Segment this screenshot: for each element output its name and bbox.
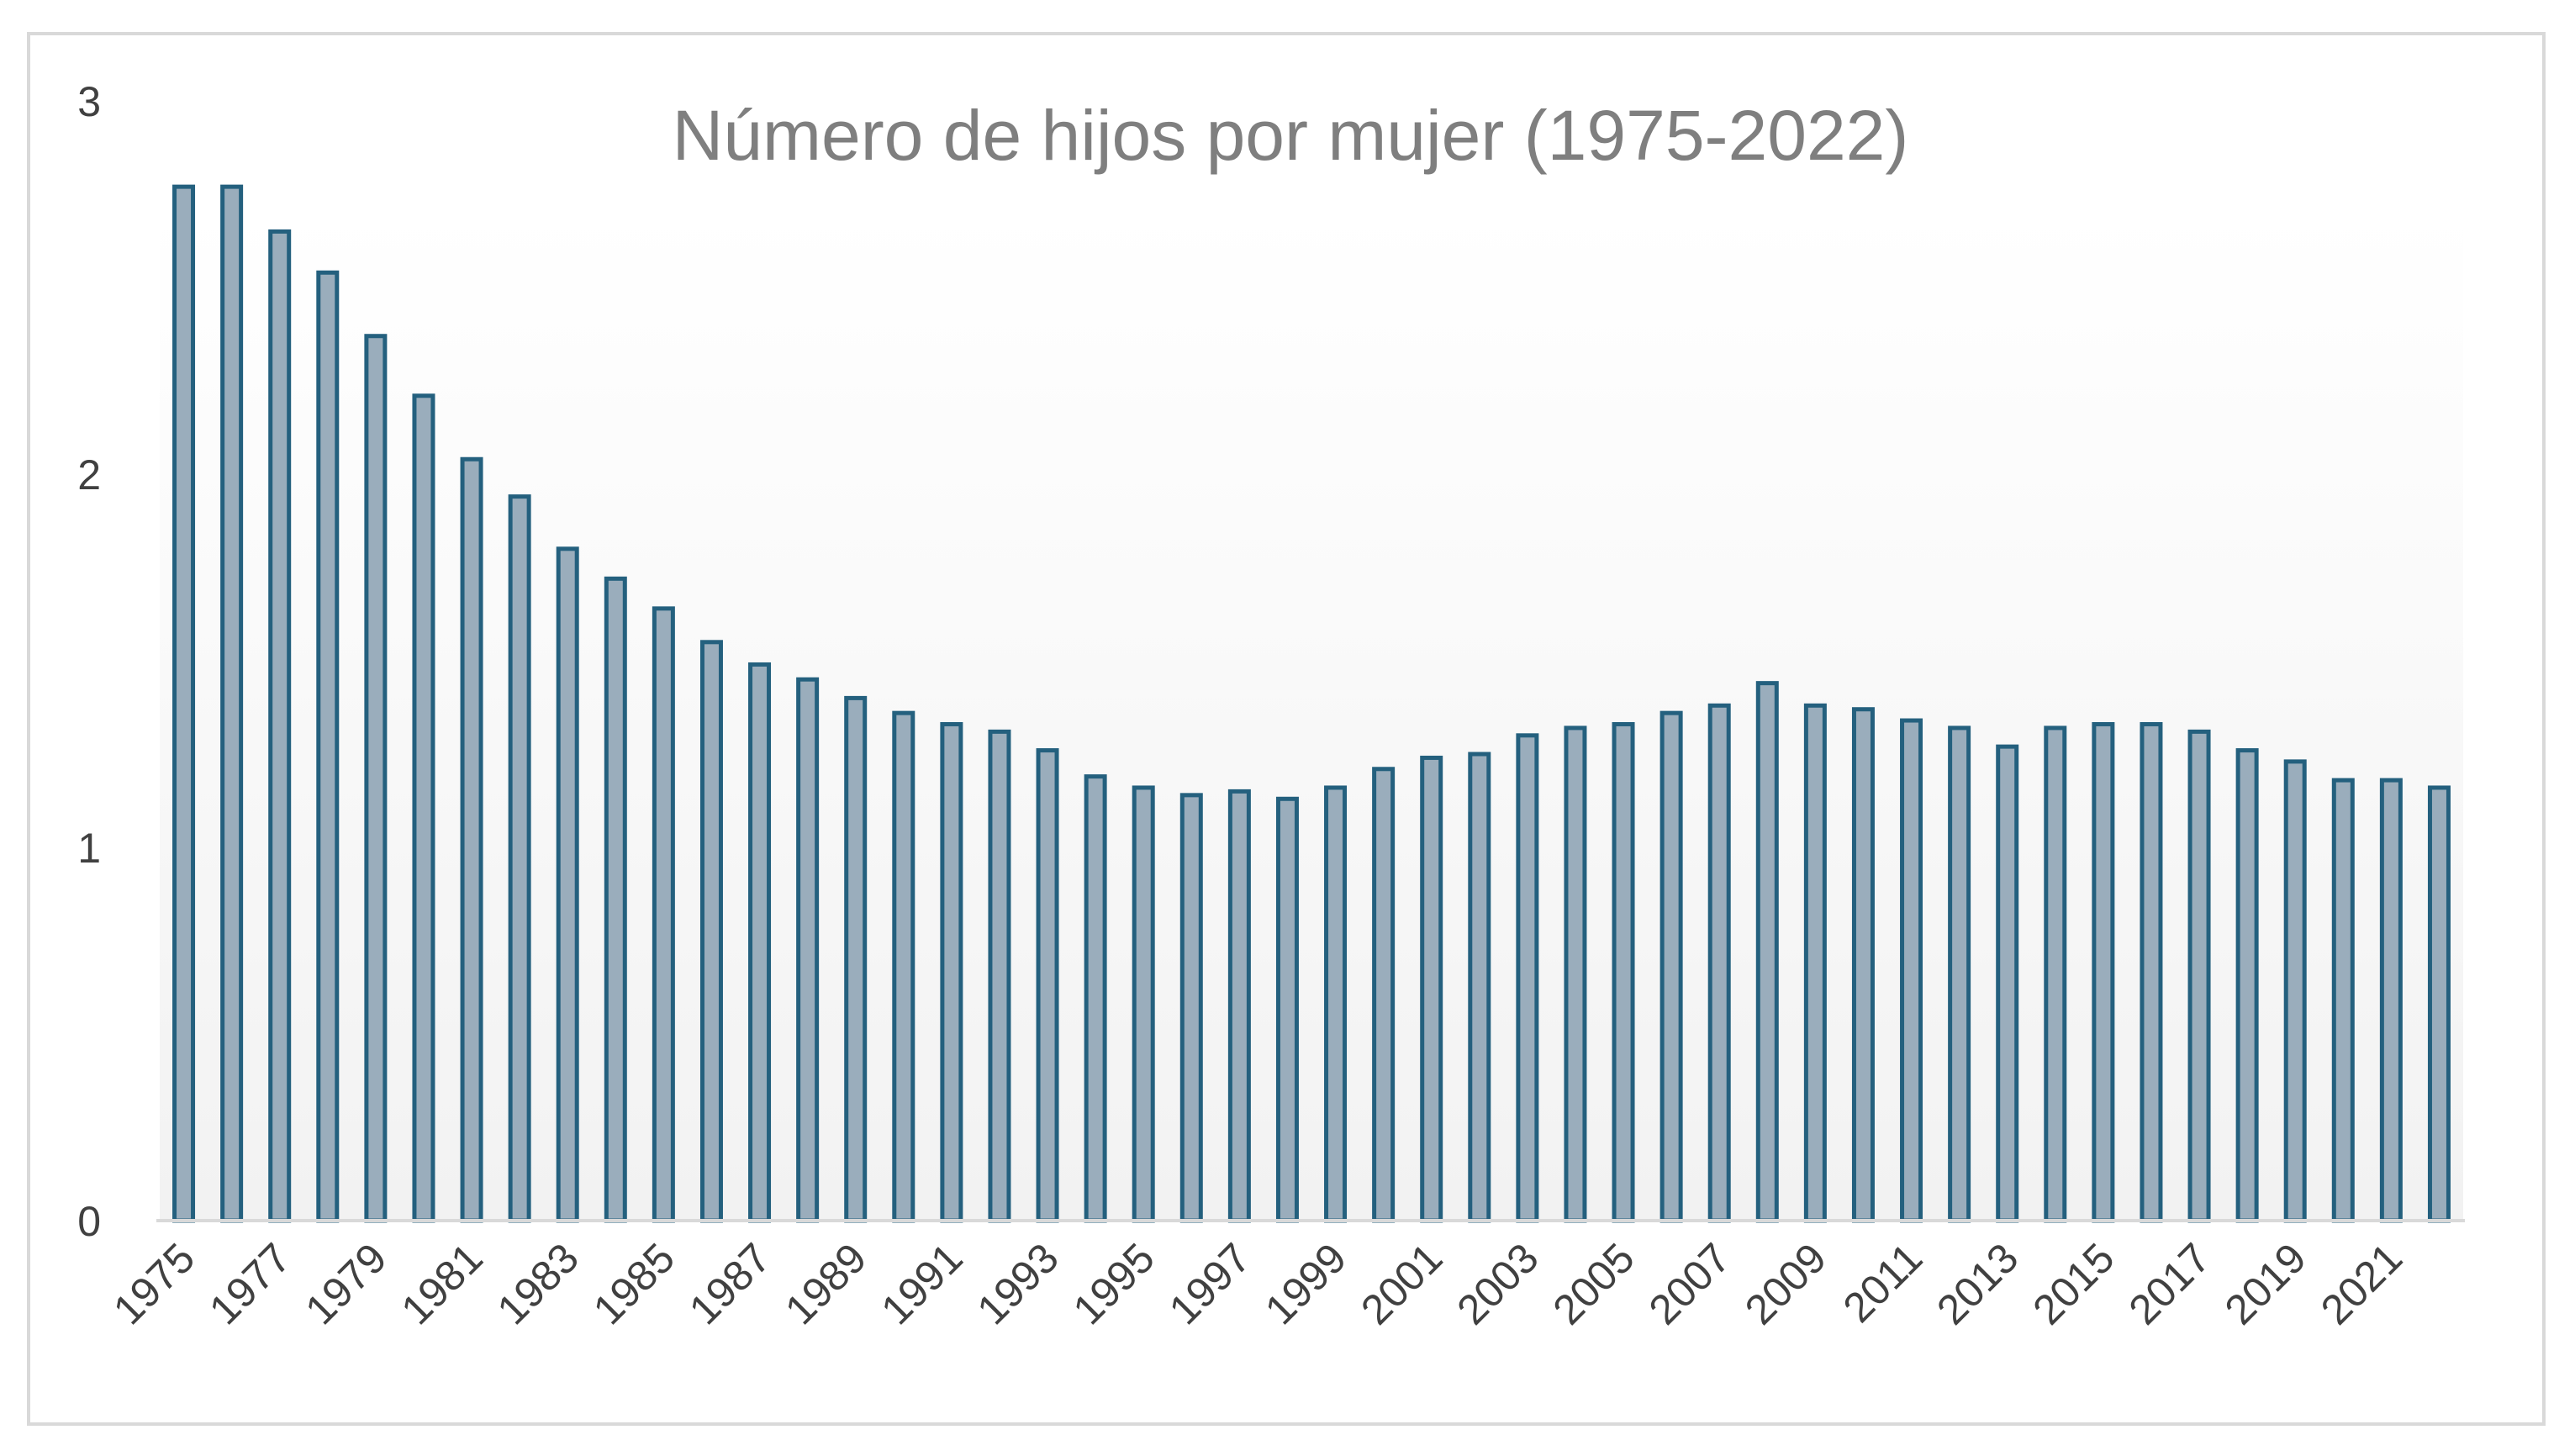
bar-1986 bbox=[699, 640, 723, 1223]
bar-1991 bbox=[940, 721, 963, 1223]
x-tick-label: 2011 bbox=[1834, 1234, 1932, 1332]
x-tick-label: 1997 bbox=[1160, 1234, 1259, 1333]
bar-1992 bbox=[988, 729, 1011, 1223]
bar-2014 bbox=[2044, 725, 2067, 1223]
bar-2018 bbox=[2235, 748, 2259, 1223]
bar-1984 bbox=[604, 576, 627, 1223]
x-tick-label: 2013 bbox=[1928, 1234, 2027, 1333]
plot-area bbox=[160, 210, 2463, 1221]
x-tick-label: 1975 bbox=[104, 1234, 203, 1333]
bar-1999 bbox=[1324, 785, 1348, 1223]
x-tick-label: 1995 bbox=[1064, 1234, 1163, 1333]
bar-2015 bbox=[2092, 721, 2115, 1223]
bar-2020 bbox=[2331, 778, 2355, 1223]
x-tick-label: 2009 bbox=[1736, 1234, 1835, 1333]
bar-2010 bbox=[1851, 707, 1875, 1223]
bar-1997 bbox=[1227, 789, 1251, 1223]
bar-2008 bbox=[1755, 681, 1779, 1223]
x-tick-label: 2017 bbox=[2120, 1234, 2219, 1333]
y-tick-label: 0 bbox=[77, 1198, 101, 1245]
x-tick-label: 2019 bbox=[2216, 1234, 2315, 1333]
bar-2005 bbox=[1612, 721, 1635, 1223]
bar-1987 bbox=[748, 662, 772, 1223]
bar-1993 bbox=[1036, 748, 1059, 1223]
x-tick-label: 2005 bbox=[1544, 1234, 1644, 1333]
bar-2002 bbox=[1468, 752, 1491, 1223]
bar-1980 bbox=[412, 393, 435, 1223]
bar-2021 bbox=[2379, 778, 2403, 1223]
bar-2016 bbox=[2140, 721, 2163, 1223]
y-tick-label: 1 bbox=[77, 825, 101, 872]
bar-2022 bbox=[2427, 785, 2451, 1223]
bar-2000 bbox=[1372, 767, 1396, 1223]
bar-2019 bbox=[2283, 759, 2307, 1223]
x-tick-label: 1993 bbox=[968, 1234, 1068, 1333]
bar-1975 bbox=[172, 184, 196, 1223]
bar-1988 bbox=[796, 677, 820, 1223]
x-tick-label: 2007 bbox=[1640, 1234, 1739, 1333]
bar-1989 bbox=[844, 695, 868, 1223]
x-tick-label: 1985 bbox=[584, 1234, 683, 1333]
x-tick-label: 1991 bbox=[872, 1234, 971, 1333]
x-tick-label: 2003 bbox=[1448, 1234, 1547, 1333]
bar-1978 bbox=[316, 270, 340, 1223]
bar-2004 bbox=[1564, 725, 1587, 1223]
x-tick-label: 1977 bbox=[200, 1234, 299, 1333]
bar-2007 bbox=[1707, 703, 1731, 1223]
chart-title: Número de hijos por mujer (1975-2022) bbox=[673, 96, 1909, 175]
bar-1977 bbox=[268, 229, 292, 1223]
x-tick-label: 1989 bbox=[776, 1234, 875, 1333]
bar-2011 bbox=[1900, 718, 1923, 1223]
bar-1983 bbox=[556, 546, 579, 1223]
bar-2017 bbox=[2187, 729, 2211, 1223]
x-axis-ticks: 1975197719791981198319851987198919911993… bbox=[104, 1234, 2411, 1333]
y-tick-label: 2 bbox=[77, 451, 101, 499]
x-tick-label: 2015 bbox=[2024, 1234, 2123, 1333]
y-axis-ticks: 0 1 2 3 bbox=[77, 78, 101, 1245]
bar-1985 bbox=[652, 606, 675, 1223]
bar-1996 bbox=[1179, 793, 1203, 1223]
bar-2013 bbox=[1996, 744, 2019, 1223]
x-tick-label: 2001 bbox=[1352, 1234, 1451, 1333]
x-tick-label: 1981 bbox=[393, 1234, 492, 1333]
bar-1998 bbox=[1275, 796, 1299, 1223]
bar-2003 bbox=[1516, 733, 1539, 1223]
x-tick-label: 2021 bbox=[2312, 1234, 2411, 1333]
bars-group bbox=[172, 184, 2451, 1223]
bar-1976 bbox=[220, 184, 244, 1223]
bar-1979 bbox=[364, 334, 388, 1223]
bar-1990 bbox=[892, 710, 915, 1223]
y-tick-label: 3 bbox=[77, 78, 101, 125]
x-tick-label: 1987 bbox=[680, 1234, 779, 1333]
bar-2001 bbox=[1420, 755, 1443, 1223]
bar-2012 bbox=[1948, 725, 1971, 1223]
bar-1981 bbox=[460, 456, 483, 1223]
bar-1994 bbox=[1084, 774, 1107, 1223]
bar-2009 bbox=[1803, 703, 1827, 1223]
bar-1982 bbox=[508, 494, 531, 1223]
x-tick-label: 1983 bbox=[488, 1234, 588, 1333]
x-tick-label: 1979 bbox=[296, 1234, 395, 1333]
bar-2006 bbox=[1660, 710, 1683, 1223]
bar-1995 bbox=[1132, 785, 1155, 1223]
x-tick-label: 1999 bbox=[1256, 1234, 1355, 1333]
